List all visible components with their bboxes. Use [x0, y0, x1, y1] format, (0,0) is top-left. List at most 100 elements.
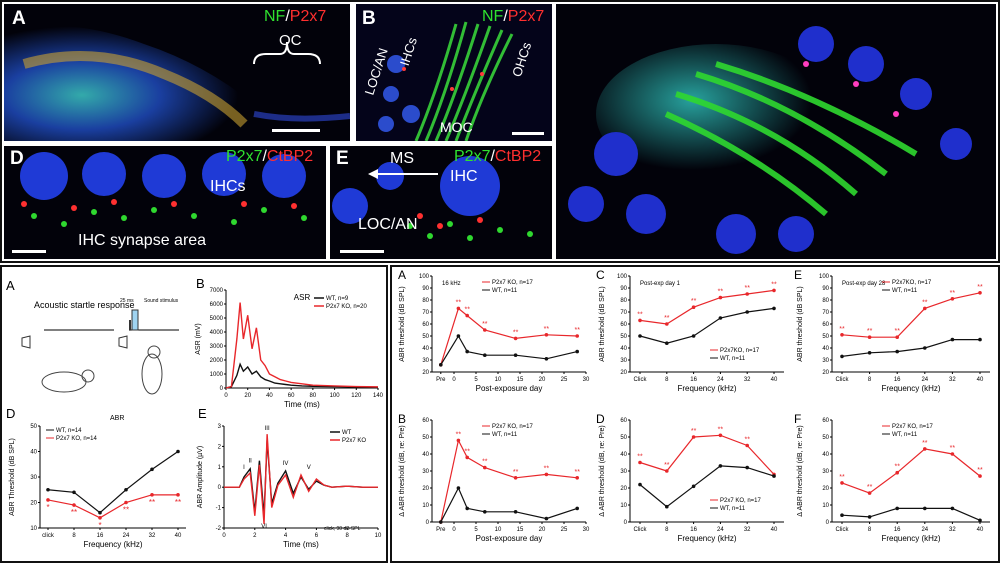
y-tick-label: 60 [620, 418, 627, 424]
rB-chart: 0 10 20 30 40 50 60 Pre 0 5 10 15 20 25 30 Post-exposur… [399, 418, 590, 543]
y-axis-label: ABR threshold (dB SPL) [399, 286, 406, 361]
y-axis-label: Δ ABR threshold (dB, re: Pre) [797, 425, 804, 516]
series-line-1 [440, 334, 578, 366]
series-line-1 [639, 465, 775, 508]
peak-label: II [249, 459, 253, 465]
data-point [575, 476, 579, 480]
x-tick-label: 32 [744, 377, 751, 383]
y-tick-label: 100 [419, 274, 430, 280]
marker-p2x7: P2x7 [226, 148, 263, 165]
data-point [465, 349, 469, 354]
data-point [772, 288, 776, 293]
loc-an-label: LOC/AN [358, 216, 418, 233]
marker-p2x7: P2x7 [454, 148, 491, 165]
x-tick-label: 60 [288, 393, 295, 399]
significance-mark: ** [894, 464, 900, 471]
x-tick-label: 6 [315, 533, 319, 539]
y-tick-label: 100 [617, 274, 628, 280]
micro-d-image [20, 152, 307, 227]
y-tick-label: 0 [826, 520, 830, 526]
data-point [950, 506, 955, 511]
data-point [150, 493, 154, 497]
significance-mark: * [98, 521, 101, 530]
right-panel-a: A 20 30 40 50 60 70 80 90 100 Pre 0 5 10 15 20 25 30 Post… [394, 268, 594, 410]
data-point [895, 470, 899, 475]
legend-label: WT, n=11 [492, 432, 518, 438]
series-line-0 [639, 434, 775, 475]
y-tick-label: 60 [822, 322, 829, 328]
data-point [465, 506, 469, 511]
data-point [950, 297, 955, 301]
x-tick-label: 24 [717, 527, 724, 533]
data-point [46, 487, 50, 492]
data-point [98, 516, 102, 520]
y-tick-label: 40 [620, 452, 627, 458]
significance-mark: ** [574, 469, 580, 476]
right-figure-frame [390, 265, 1000, 563]
y-tick-label: 70 [422, 310, 429, 316]
significance-mark: ** [977, 467, 983, 474]
marker-slash: / [490, 148, 495, 165]
x-tick-label: 32 [949, 377, 956, 383]
x-tick-label: Pre [436, 377, 446, 383]
micro-d-marker-label: P2x7/CtBP2 [226, 148, 313, 166]
x-tick-label: 10 [375, 533, 382, 539]
data-point [950, 452, 955, 456]
y-tick-label: 0 [624, 520, 628, 526]
marker-slash: / [503, 8, 508, 25]
peak-label: VI [261, 524, 267, 530]
rC-chart: 20 30 40 50 60 70 80 90 100 Click 8 16 24 32 40 Frequen… [599, 274, 784, 393]
y-tick-label: 1000 [210, 372, 224, 378]
significance-mark: ** [691, 298, 697, 305]
series-line-1 [639, 307, 775, 344]
y-tick-label: 60 [422, 418, 429, 424]
data-point [923, 346, 927, 350]
y-tick-label: 20 [620, 370, 627, 376]
x-tick-label: 32 [149, 533, 156, 539]
right-f-letter: F [794, 412, 802, 426]
y-tick-label: 80 [620, 298, 627, 304]
data-point [718, 433, 723, 438]
significance-mark: ** [544, 326, 550, 333]
x-tick-label: 2 [253, 533, 257, 539]
legend-label: WT [342, 430, 352, 436]
data-point [895, 349, 899, 354]
y-tick-label: 60 [620, 322, 627, 328]
micro-panel-a: A NF/P2x7 OC [4, 4, 350, 141]
marker-ctbp2: CtBP2 [266, 148, 314, 165]
y-tick-label: 50 [620, 334, 627, 340]
x-tick-label: 24 [717, 377, 724, 383]
data-point [638, 334, 642, 338]
data-point [513, 353, 518, 357]
x-tick-label: 24 [921, 377, 928, 383]
x-tick-label: Click [836, 527, 850, 533]
x-tick-label: 15 [517, 527, 524, 533]
micro-a-letter: A [12, 8, 26, 29]
significance-mark: ** [482, 321, 488, 328]
data-point [840, 513, 844, 517]
synapse-area-label: IHC synapse area [78, 232, 207, 249]
y-tick-label: 40 [822, 452, 829, 458]
oc-bracket [253, 41, 321, 65]
y-tick-label: 50 [822, 334, 829, 340]
y-axis-label: ABR Amplitude (µV) [197, 446, 204, 508]
left-panel-b: B 0 1000 2000 3000 4000 5000 6000 7000 0 20 40 60 80… [190, 272, 384, 412]
data-point [575, 349, 579, 354]
data-point [840, 354, 844, 359]
stimulus-note: click, 90 dB SPL [324, 526, 361, 532]
data-point [745, 443, 749, 448]
data-point [745, 292, 749, 296]
y-tick-label: 50 [422, 435, 429, 441]
right-panel-f: F 0 10 20 30 40 50 60 Click 8 16 24 32 40 Frequency (… [792, 412, 996, 560]
x-tick-label: 8 [868, 377, 872, 383]
right-a-letter: A [398, 268, 407, 282]
data-point [575, 506, 579, 511]
significance-mark: ** [718, 426, 724, 433]
marker-slash: / [285, 8, 290, 25]
legend-label: WT, n=11 [720, 506, 746, 512]
y-axis-label: ABR Threshold (dB SPL) [9, 438, 16, 516]
left-panel-a: A Acoustic startle response 25 ms Sound … [4, 272, 189, 402]
data-point [867, 335, 872, 339]
marker-ctbp2: CtBP2 [494, 148, 542, 165]
x-tick-label: 16 [894, 377, 901, 383]
